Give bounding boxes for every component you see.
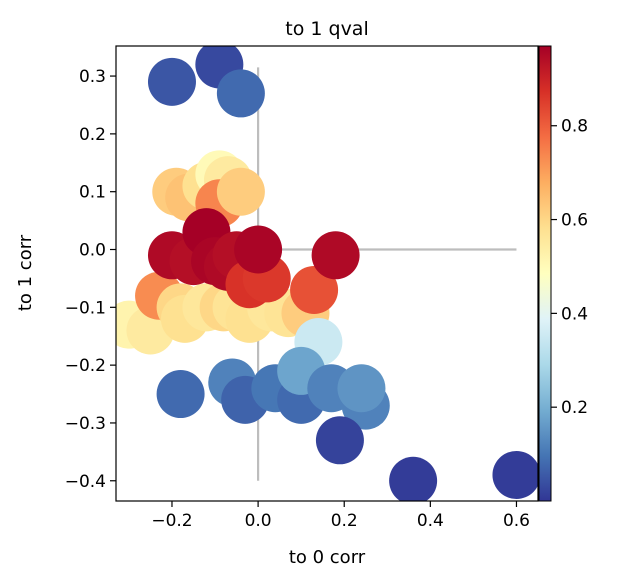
plot-frame (115, 45, 539, 502)
x-tick-label: 0.4 (417, 511, 444, 531)
colorbar-tick-label: 0.4 (561, 304, 588, 324)
y-tick-label: −0.4 (65, 472, 106, 492)
scatter-point (234, 225, 283, 274)
colorbar-tick-label: 0.8 (561, 117, 588, 137)
x-tick-label: −0.2 (151, 511, 192, 531)
y-tick-label: 0.3 (79, 67, 106, 87)
scatter-point (315, 416, 364, 465)
data-points (116, 46, 538, 501)
scatter-point (337, 364, 386, 413)
chart-title: to 1 qval (285, 18, 368, 40)
scatter-point (290, 265, 339, 314)
y-tick-label: −0.3 (65, 414, 106, 434)
y-tick-label: 0.2 (79, 125, 106, 145)
y-axis-label: to 1 corr (15, 234, 36, 311)
y-tick-label: −0.1 (65, 298, 106, 318)
x-axis: −0.2 0.0 0.2 0.4 0.6 (151, 501, 530, 531)
x-tick-label: 0.2 (331, 511, 358, 531)
scatter-point (389, 456, 438, 501)
scatter-point (492, 450, 538, 499)
x-tick-label: 0.6 (503, 511, 530, 531)
scatter-point (311, 231, 360, 280)
colorbar (538, 45, 552, 502)
scatter-point (156, 370, 205, 419)
scatter-point (147, 57, 196, 106)
scatter-point (216, 69, 265, 118)
x-axis-label: to 0 corr (289, 547, 366, 568)
y-tick-label: 0.1 (79, 183, 106, 203)
colorbar-axis: 0.2 0.4 0.6 0.8 (551, 117, 588, 418)
x-tick-label: 0.0 (245, 511, 272, 531)
colorbar-tick-label: 0.2 (561, 398, 588, 418)
y-tick-label: −0.2 (65, 356, 106, 376)
scatter-point (216, 167, 265, 216)
y-axis: −0.4 −0.3 −0.2 −0.1 0.0 0.1 0.2 0.3 (65, 67, 116, 492)
colorbar-tick-label: 0.6 (561, 211, 588, 231)
y-tick-label: 0.0 (79, 241, 106, 261)
